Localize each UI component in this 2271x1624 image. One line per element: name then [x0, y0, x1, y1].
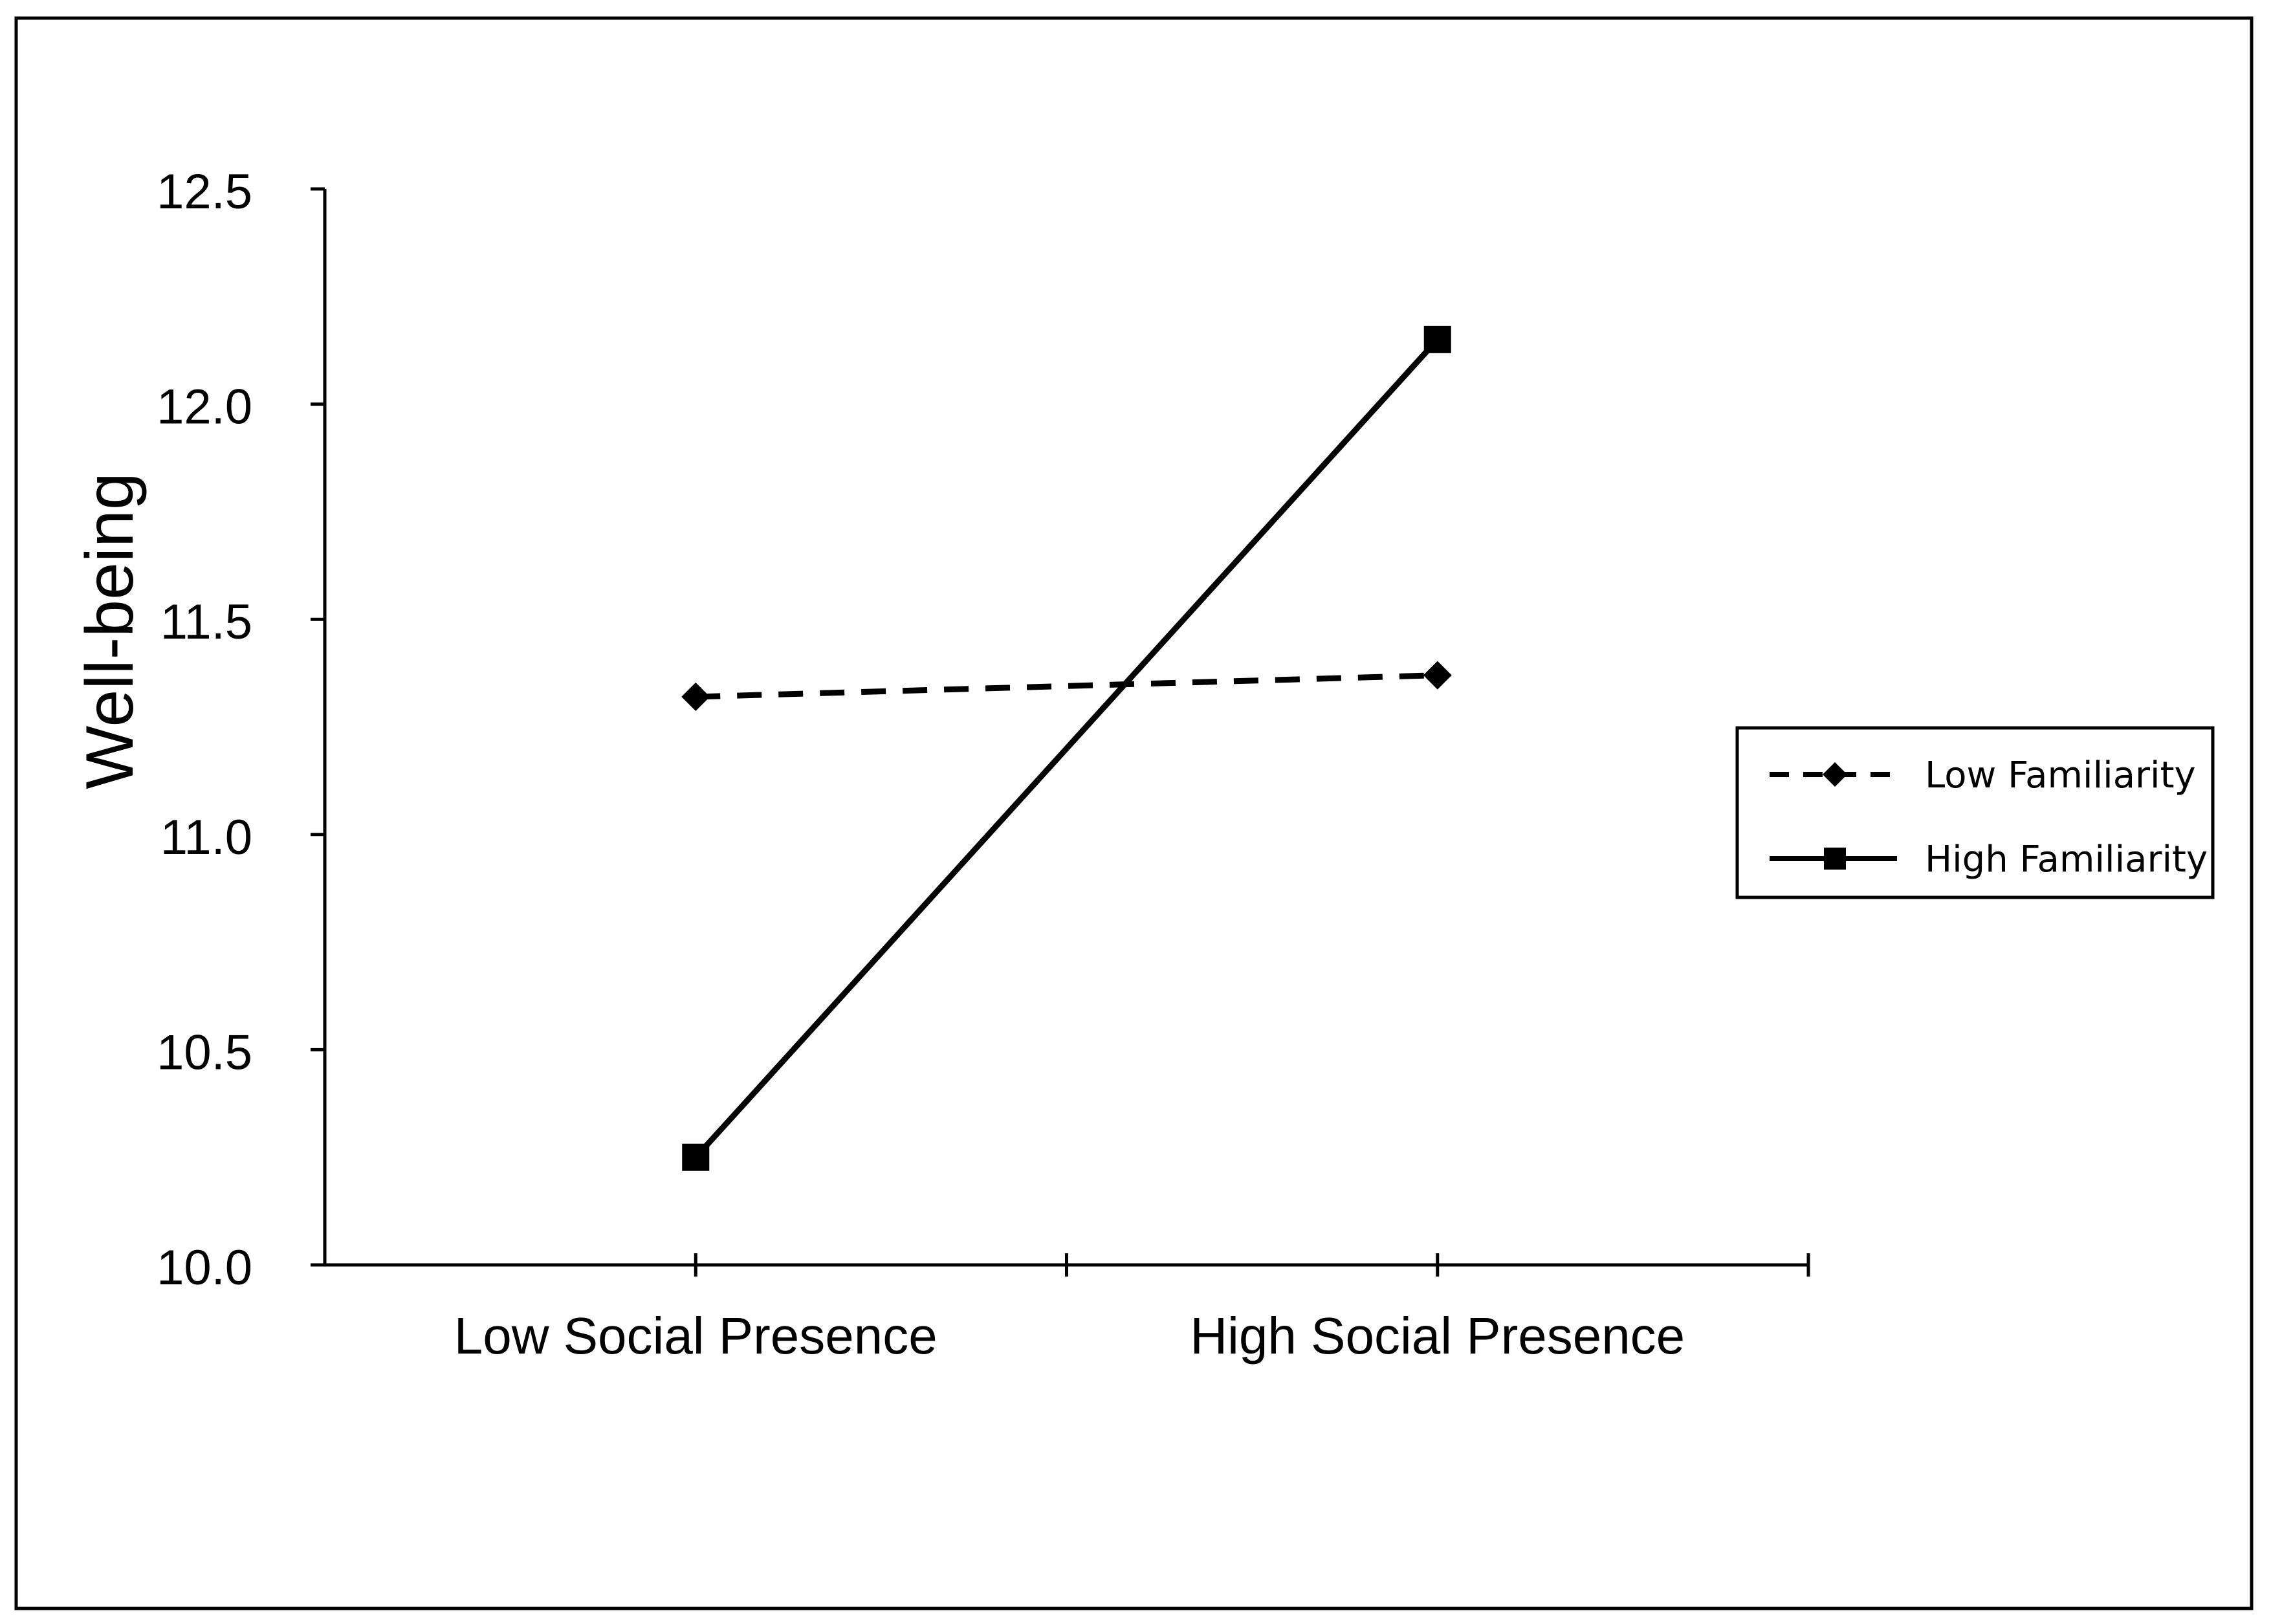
legend: Low Familiarity High Familiarity [1735, 726, 2215, 899]
y-tick-label: 11.5 [160, 595, 252, 650]
legend-box [1735, 726, 2215, 899]
series-high-familiarity [682, 325, 1451, 1171]
y-tick-label: 10.5 [157, 1025, 252, 1080]
x-tick-labels: Low Social Presence High Social Presence [454, 1307, 1685, 1365]
legend-marker [1824, 848, 1846, 870]
legend-marker [1823, 762, 1847, 787]
data-point [1423, 325, 1451, 353]
series-layer [681, 325, 1452, 1171]
y-tick-label: 12.5 [157, 164, 252, 219]
series-line [693, 337, 1440, 1159]
legend-label: Low Familiarity [1925, 754, 2196, 796]
legend-items: Low Familiarity High Familiarity [1770, 754, 2208, 881]
data-point [681, 682, 710, 711]
x-tick-label: High Social Presence [1190, 1307, 1685, 1365]
data-point [682, 1143, 710, 1171]
legend-label: High Familiarity [1925, 839, 2208, 881]
y-axis-label: Well-being [72, 472, 148, 789]
series-low-familiarity [681, 661, 1452, 711]
x-tick-label: Low Social Presence [454, 1307, 938, 1365]
axes [311, 187, 1810, 1277]
y-tick-label: 12.0 [157, 380, 252, 435]
data-point [1423, 661, 1452, 690]
y-tick-labels: 10.0 10.5 11.0 11.5 12.0 12.5 [157, 164, 252, 1295]
y-tick-label: 11.0 [160, 810, 252, 865]
y-tick-label: 10.0 [157, 1240, 252, 1295]
